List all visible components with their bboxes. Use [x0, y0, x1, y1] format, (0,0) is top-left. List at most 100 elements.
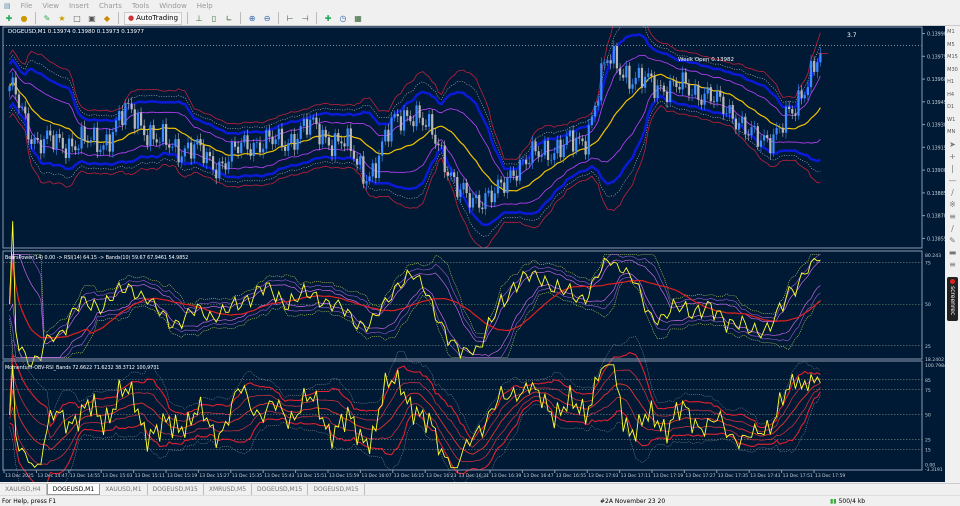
chart-canvas[interactable]: DOGEUSD,M1 0.13974 0.13980 0.13973 0.139…: [0, 7, 947, 504]
line-chart-icon[interactable]: ∟: [225, 13, 233, 23]
chart-shift-icon[interactable]: ⊣: [301, 13, 309, 23]
time-label: 13 Dec 15:03: [102, 473, 132, 479]
periods-icon[interactable]: ◷: [339, 13, 347, 23]
candle-body: [515, 175, 518, 181]
autotrading-button[interactable]: ● AutoTrading: [124, 11, 183, 25]
tab-chart[interactable]: DOGEUSD,M15: [308, 484, 365, 495]
candle-body: [406, 110, 409, 116]
indicators-icon[interactable]: ✚: [324, 13, 332, 23]
candle-body: [737, 123, 741, 130]
candle-body: [456, 176, 459, 197]
band-mid-upper: [8, 33, 822, 171]
candle-body: [762, 135, 766, 141]
channel-icon[interactable]: ※: [949, 199, 956, 209]
candle-body: [121, 110, 124, 126]
candle-body: [772, 134, 775, 154]
chart-window[interactable]: DOGEUSD,M1 0.13974 0.13980 0.13973 0.139…: [0, 7, 947, 504]
new-order-icon[interactable]: ◆: [103, 13, 111, 23]
tab-chart[interactable]: DOGEUSD,M1: [46, 484, 101, 495]
timeframe-mn[interactable]: MN: [947, 129, 956, 135]
right-toolbar: M1 M5 M15 M30 H1 H4 D1 W1 MN ➤ + | — ∕ ※ ≡ ∕ ✎ ▬…: [945, 26, 960, 482]
candle-body: [146, 135, 149, 146]
menu-charts[interactable]: Charts: [99, 1, 122, 10]
menu-insert[interactable]: Insert: [68, 1, 90, 10]
candle-body: [136, 112, 140, 129]
pencil-icon[interactable]: ✎: [949, 235, 956, 245]
timeframe-h1[interactable]: H1: [947, 79, 955, 85]
candle-body: [481, 207, 484, 210]
candlestick-icon[interactable]: ▯: [211, 13, 217, 23]
cursor-icon[interactable]: ➤: [949, 139, 956, 149]
menu-view[interactable]: View: [42, 1, 59, 10]
shapes-icon[interactable]: ≡: [949, 259, 956, 269]
timeframe-m30[interactable]: M30: [947, 66, 958, 73]
menu-tools[interactable]: Tools: [131, 1, 150, 10]
candle-body: [384, 129, 387, 142]
market-watch-icon[interactable]: ✎: [43, 13, 51, 23]
candle-body: [665, 91, 669, 103]
momentum-band: [9, 395, 821, 504]
timeframe-m5[interactable]: M5: [947, 41, 955, 48]
candle-body: [89, 140, 93, 142]
timeframe-d1[interactable]: D1: [947, 104, 955, 110]
candle-body: [202, 145, 205, 164]
auto-scroll-icon[interactable]: ⊢: [286, 13, 294, 23]
zoom-in-icon[interactable]: ⊕: [248, 13, 256, 23]
candle-body: [58, 134, 61, 138]
candle-body: [803, 95, 806, 99]
candle-body: [703, 93, 706, 105]
candle-body: [227, 161, 230, 170]
tab-chart[interactable]: DOGEUSD,M15: [252, 484, 309, 495]
vertical-line-icon[interactable]: |: [951, 163, 954, 173]
candle-body: [650, 73, 653, 77]
candle-body: [662, 85, 665, 92]
candle-body: [343, 143, 346, 147]
navigator-icon[interactable]: ★: [58, 13, 66, 23]
timeframe-w1[interactable]: W1: [947, 116, 956, 123]
new-chart-icon[interactable]: ✚: [5, 13, 13, 23]
timeframe-h4[interactable]: H4: [947, 91, 955, 98]
gann-icon[interactable]: ∕: [951, 223, 954, 233]
timeframe-m15[interactable]: M15: [947, 54, 958, 60]
candle-body: [769, 138, 772, 154]
zoom-out-icon[interactable]: ⊖: [263, 13, 271, 23]
terminal-icon[interactable]: □: [73, 13, 81, 23]
crosshair-icon[interactable]: +: [949, 151, 956, 161]
templates-icon[interactable]: ▦: [354, 13, 362, 23]
price-label: 0.13945: [927, 100, 945, 106]
menu-window[interactable]: Window: [159, 1, 187, 10]
trendline-icon[interactable]: ∕: [951, 187, 954, 197]
indicator2-axis-label: 0.00: [925, 463, 935, 469]
candle-body: [80, 126, 83, 149]
fibonacci-icon[interactable]: ≡: [949, 211, 956, 221]
candle-body: [193, 144, 196, 159]
timeframe-m1[interactable]: M1: [947, 29, 955, 35]
profiles-icon[interactable]: ●: [20, 13, 28, 23]
candle-body: [656, 85, 659, 99]
tab-chart[interactable]: DOGEUSD,M15: [148, 484, 204, 495]
horizontal-line-icon[interactable]: —: [948, 175, 957, 185]
band-inner-lower: [9, 87, 821, 207]
candle-body: [67, 138, 71, 158]
bar-chart-icon[interactable]: ⊥: [195, 13, 203, 23]
tab-chart[interactable]: XAUUSD,H4: [0, 484, 47, 495]
strategy-tester-icon[interactable]: ▣: [88, 13, 96, 23]
candle-body: [27, 113, 30, 140]
indicator1-axis-label: 50: [925, 302, 931, 308]
label-icon[interactable]: ▬: [948, 247, 957, 257]
status-traffic: 500/4 kb: [838, 497, 866, 505]
tab-chart[interactable]: XMRUSD,M5: [204, 484, 253, 495]
menu-help[interactable]: Help: [196, 1, 213, 10]
candle-body: [309, 119, 312, 135]
candle-body: [287, 143, 290, 151]
menu-file[interactable]: File: [20, 1, 33, 10]
candle-body: [797, 90, 800, 116]
candle-body: [177, 139, 180, 163]
tab-chart[interactable]: XAUUSD,M1: [100, 484, 148, 495]
candle-body: [321, 129, 324, 145]
screenrec-badge[interactable]: screenrec: [947, 276, 958, 321]
momentum-line: [9, 364, 821, 469]
time-label: 13 Dec 15:51: [297, 473, 327, 479]
candle-body: [775, 128, 778, 135]
time-label: 13 Dec 17:35: [718, 473, 748, 479]
